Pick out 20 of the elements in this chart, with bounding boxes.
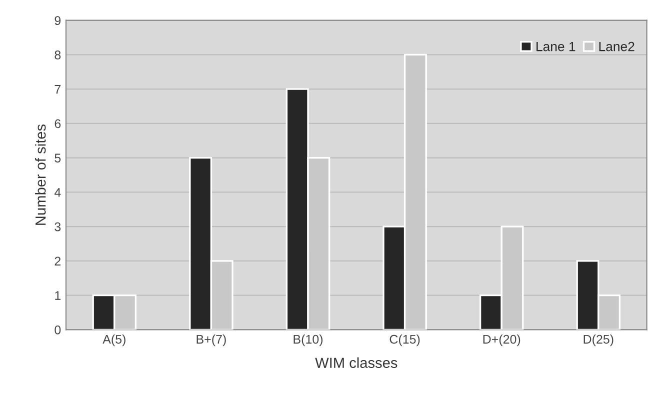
y-tick-label: 8 bbox=[54, 50, 61, 60]
x-tick-label: B+(7) bbox=[196, 334, 226, 346]
x-axis-title: WIM classes bbox=[315, 357, 398, 368]
y-axis-title: Number of sites bbox=[35, 124, 46, 225]
x-tick-label: B(10) bbox=[294, 334, 323, 346]
y-tick-label: 3 bbox=[54, 222, 61, 232]
y-tick-label: 7 bbox=[54, 85, 61, 94]
x-tick-label: A(5) bbox=[102, 334, 126, 346]
y-tick-label: 0 bbox=[54, 325, 61, 334]
legend-label: Lane2 bbox=[599, 42, 634, 52]
y-tick-label: 9 bbox=[54, 16, 61, 25]
y-tick-label: 4 bbox=[54, 188, 61, 197]
y-tick-label: 5 bbox=[54, 154, 61, 162]
x-tick-label: D+(20) bbox=[483, 334, 520, 346]
x-tick-label: C(15) bbox=[390, 334, 420, 346]
y-tick-label: 1 bbox=[55, 291, 61, 300]
x-tick-label: D(25) bbox=[584, 334, 614, 346]
y-tick-label: 6 bbox=[54, 119, 61, 128]
y-tick-label: 2 bbox=[54, 256, 61, 266]
legend-label: Lane 1 bbox=[536, 42, 576, 52]
